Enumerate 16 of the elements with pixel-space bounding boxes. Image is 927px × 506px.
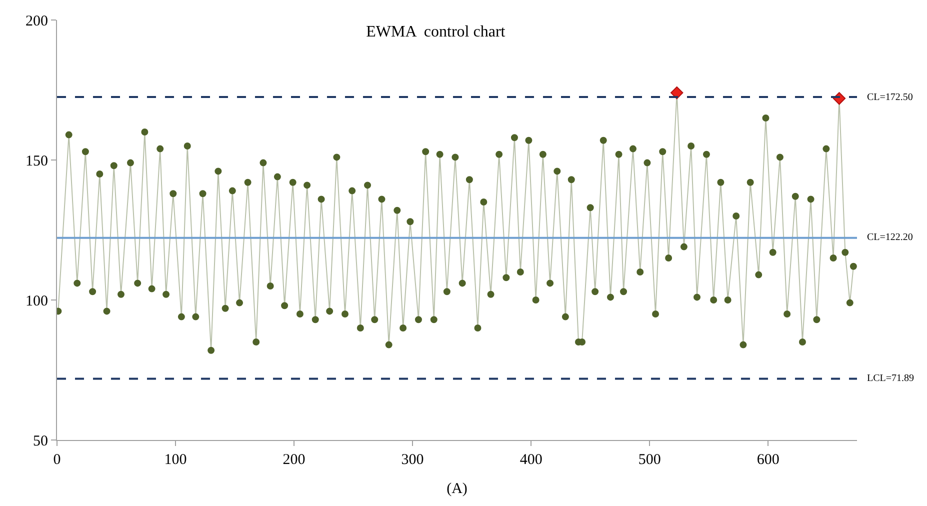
x-tick-label: 500	[638, 452, 661, 468]
y-tick-label: 100	[26, 293, 48, 310]
y-tick-label: 50	[33, 433, 48, 450]
x-tick-label: 0	[53, 452, 61, 468]
x-axis-title: (A)	[446, 481, 468, 497]
x-tick-label: 400	[520, 452, 542, 468]
y-tick-label: 150	[26, 153, 48, 170]
x-tick-label: 300	[401, 452, 424, 468]
ref-line-label: LCL=71.89	[867, 373, 914, 384]
ref-line-label: CL=172.50	[867, 92, 913, 103]
x-tick-label: 100	[164, 452, 187, 468]
x-tick-label: 600	[756, 452, 780, 468]
x-tick-label: 200	[282, 452, 306, 468]
chart-title: EWMA control chart	[366, 24, 506, 40]
ref-line-label: CL=122.20	[867, 232, 913, 243]
y-tick-label: 200	[26, 13, 48, 30]
